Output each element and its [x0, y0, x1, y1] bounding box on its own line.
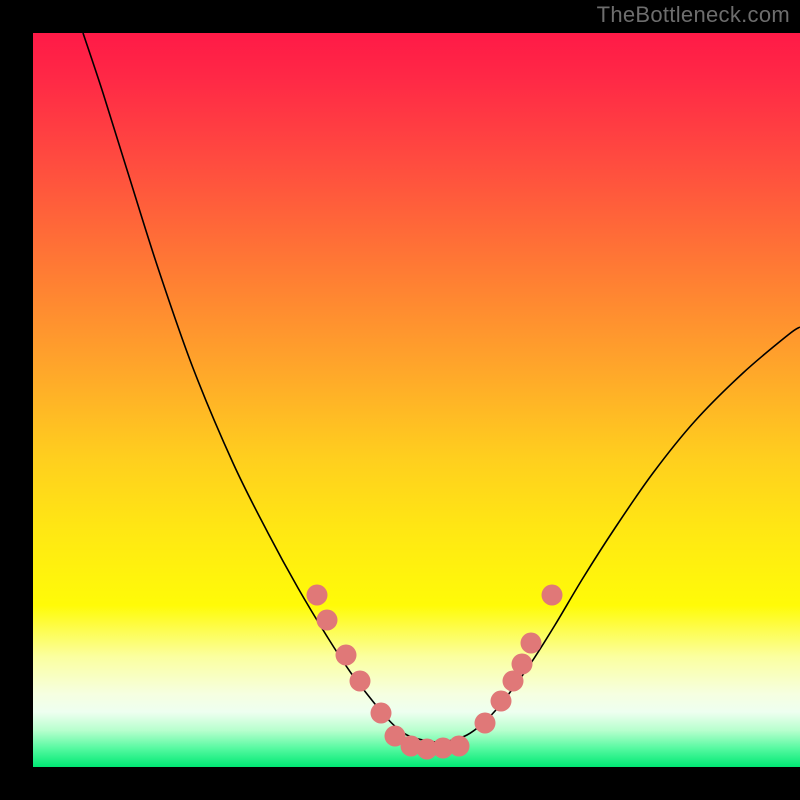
curve-marker: [336, 645, 357, 666]
chart-plot-area: [33, 33, 800, 767]
curve-marker: [371, 703, 392, 724]
curve-marker: [449, 736, 470, 757]
curve-marker: [521, 633, 542, 654]
curve-marker: [512, 654, 533, 675]
curve-marker: [475, 713, 496, 734]
bottleneck-curve-chart: [33, 33, 800, 767]
curve-marker: [491, 691, 512, 712]
curve-marker: [307, 585, 328, 606]
watermark-text: TheBottleneck.com: [597, 2, 790, 28]
curve-marker: [542, 585, 563, 606]
curve-marker: [350, 671, 371, 692]
chart-background: [33, 33, 800, 767]
curve-marker: [317, 610, 338, 631]
